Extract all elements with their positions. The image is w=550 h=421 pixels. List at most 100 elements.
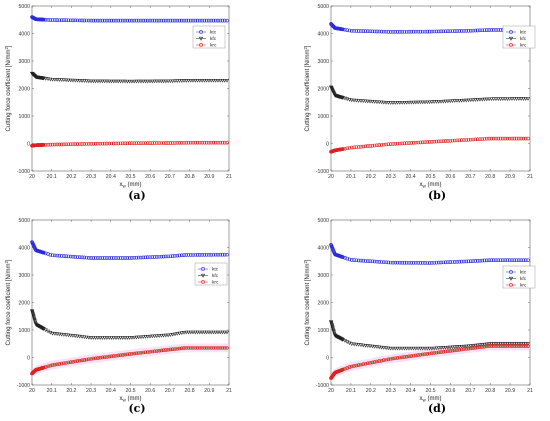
data-point: [361, 99, 366, 104]
data-point: [141, 335, 146, 339]
x-tick-label: 20.6: [445, 174, 455, 180]
data-point: [494, 28, 498, 32]
data-point: [168, 79, 173, 84]
data-point: [105, 256, 109, 260]
data-point: [509, 342, 514, 346]
x-tick-label: 20.9: [505, 388, 515, 394]
y-tick-label: 4000: [317, 31, 329, 37]
series-ktc: [329, 242, 530, 265]
data-point: [407, 29, 411, 34]
x-tick-label: 20.4: [406, 388, 416, 394]
data-point: [86, 79, 91, 84]
data-point: [225, 140, 229, 145]
data-point: [53, 18, 57, 22]
data-point: [48, 77, 53, 82]
data-point: [68, 142, 73, 147]
data-point: [95, 336, 100, 340]
data-point: [53, 253, 57, 258]
data-point: [159, 18, 164, 23]
legend-swatch-marker: [508, 276, 514, 281]
data-point: [375, 259, 379, 264]
data-point: [514, 258, 519, 262]
data-point: [384, 29, 388, 34]
data-point: [473, 98, 478, 102]
data-point: [374, 345, 379, 349]
data-point: [118, 256, 123, 260]
x-tick-label: 20: [29, 174, 35, 180]
data-point: [150, 255, 155, 259]
data-point: [161, 18, 166, 23]
data-point: [448, 138, 453, 143]
legend-entry: kfc: [210, 36, 217, 42]
data-point: [512, 136, 517, 141]
legend-box: [192, 25, 226, 49]
data-point-fill: [435, 351, 438, 354]
data-point: [213, 252, 218, 257]
data-point: [184, 140, 189, 145]
data-point: [211, 252, 216, 257]
data-point: [125, 79, 130, 84]
data-point: [501, 136, 505, 141]
data-point: [204, 18, 209, 23]
data-point: [166, 79, 171, 84]
data-point: [341, 147, 345, 151]
data-point: [84, 142, 89, 146]
series-kfc: [328, 85, 531, 105]
data-point-fill: [217, 346, 219, 349]
data-point-fill: [185, 346, 188, 349]
data-point: [134, 335, 139, 340]
data-point: [459, 259, 464, 264]
data-point: [84, 335, 89, 340]
data-point: [416, 100, 421, 105]
data-point: [82, 335, 87, 340]
data-point: [143, 18, 148, 23]
x-tick-label: 20.9: [204, 388, 214, 394]
data-point: [393, 101, 398, 105]
x-axis-label: xw (mm): [120, 396, 142, 403]
data-point: [489, 28, 494, 32]
data-point: [471, 259, 475, 263]
data-point: [145, 141, 150, 145]
data-point: [209, 140, 213, 145]
data-point: [377, 29, 382, 34]
data-point: [448, 29, 453, 33]
data-point: [420, 100, 425, 105]
data-point-fill: [417, 354, 420, 356]
data-point-fill: [212, 346, 215, 349]
data-point: [129, 79, 134, 84]
data-point: [418, 29, 423, 34]
data-point: [57, 142, 62, 147]
data-point-fill: [92, 357, 95, 360]
data-point: [163, 79, 168, 84]
data-point: [370, 29, 375, 34]
y-axis-label: Cutting force coefficient [N/mm2]: [4, 45, 12, 131]
data-point: [359, 362, 363, 367]
data-point: [75, 142, 80, 146]
data-point: [107, 79, 112, 84]
data-point: [402, 346, 407, 351]
data-point-fill: [479, 346, 481, 349]
data-point-fill: [51, 364, 54, 366]
data-point: [409, 141, 414, 145]
data-point-fill: [176, 347, 179, 350]
data-point-fill: [160, 349, 163, 352]
data-point: [177, 253, 182, 258]
data-point: [441, 139, 446, 143]
data-point: [55, 332, 60, 337]
data-point: [397, 101, 402, 105]
data-point: [75, 255, 80, 259]
data-point: [526, 344, 530, 348]
data-point: [388, 142, 393, 146]
data-point: [430, 261, 434, 265]
data-point: [161, 254, 166, 259]
data-point: [173, 254, 177, 258]
data-point: [414, 140, 418, 145]
data-point: [209, 18, 213, 23]
data-point: [372, 100, 377, 104]
data-point: [136, 18, 141, 23]
data-point: [411, 140, 416, 145]
data-point: [193, 140, 198, 145]
data-point: [446, 260, 450, 264]
data-point: [102, 336, 107, 340]
data-point: [384, 100, 389, 105]
